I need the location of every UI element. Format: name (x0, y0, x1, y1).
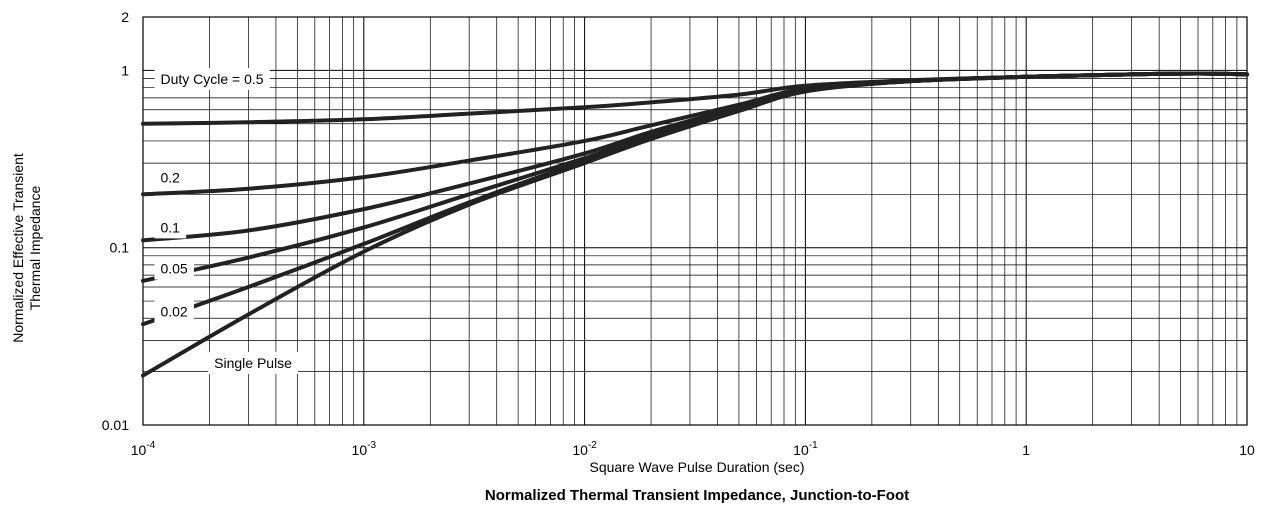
y-tick-label: 0.1 (110, 240, 130, 256)
y-tick-label: 1 (121, 62, 129, 78)
x-tick-labels: 10-4 10-3 10-2 10-1 1 10 (131, 440, 1255, 458)
y-axis-label: Normalized Effective Transient Thermal I… (10, 153, 43, 343)
y-tick-label: 0.01 (102, 417, 129, 433)
y-axis-label-line-2: Thermal Impedance (27, 186, 43, 311)
series-line-single-pulse (141, 71, 1249, 378)
curve-label-background (154, 257, 194, 280)
curve-label: 0.2 (154, 166, 187, 189)
chart-title: Normalized Thermal Transient Impedance, … (485, 487, 909, 504)
curve-label-text: 0.2 (160, 169, 180, 185)
curve-label-text: Duty Cycle = 0.5 (160, 71, 263, 87)
x-axis-label: Square Wave Pulse Duration (sec) (589, 459, 804, 475)
curve-label: 0.1 (154, 216, 187, 239)
curves (141, 71, 1249, 378)
curve-label: 0.05 (154, 257, 194, 280)
y-tick-label: 2 (121, 9, 129, 25)
curve-label-background (154, 166, 187, 189)
curve-label-text: 0.02 (160, 303, 187, 319)
curve-label: Single Pulse (208, 351, 299, 374)
curve-label-background (154, 216, 187, 239)
curve-label-background (208, 351, 299, 374)
plot-frame (142, 16, 1248, 426)
series-line-0-02 (141, 71, 1249, 327)
curve-label-background (154, 300, 194, 323)
curve-label-text: 0.05 (160, 261, 187, 277)
x-tick-label: 10-4 (131, 440, 156, 458)
x-tick-label: 10-2 (572, 440, 597, 458)
curve-label-text: 0.1 (160, 219, 180, 235)
x-tick-label: 10 (1239, 442, 1255, 458)
curve-label: 0.02 (154, 300, 194, 323)
curve-label: Duty Cycle = 0.5 (154, 67, 270, 90)
curve-labels: Duty Cycle = 0.5 0.2 0.1 0.05 0.02 Single Pul… (154, 67, 299, 374)
grid (143, 17, 1247, 425)
curve-label-text: Single Pulse (214, 355, 292, 371)
x-tick-label: 10-1 (793, 440, 818, 458)
curve-label-background (154, 67, 270, 90)
series-line-0-05 (141, 71, 1249, 283)
x-tick-label: 10-3 (352, 440, 377, 458)
y-axis-label-line-1: Normalized Effective Transient (10, 153, 26, 343)
y-tick-labels: 0.01 0.1 1 2 (102, 9, 129, 433)
series-line-0-2 (141, 71, 1249, 197)
x-tick-label: 1 (1022, 442, 1030, 458)
